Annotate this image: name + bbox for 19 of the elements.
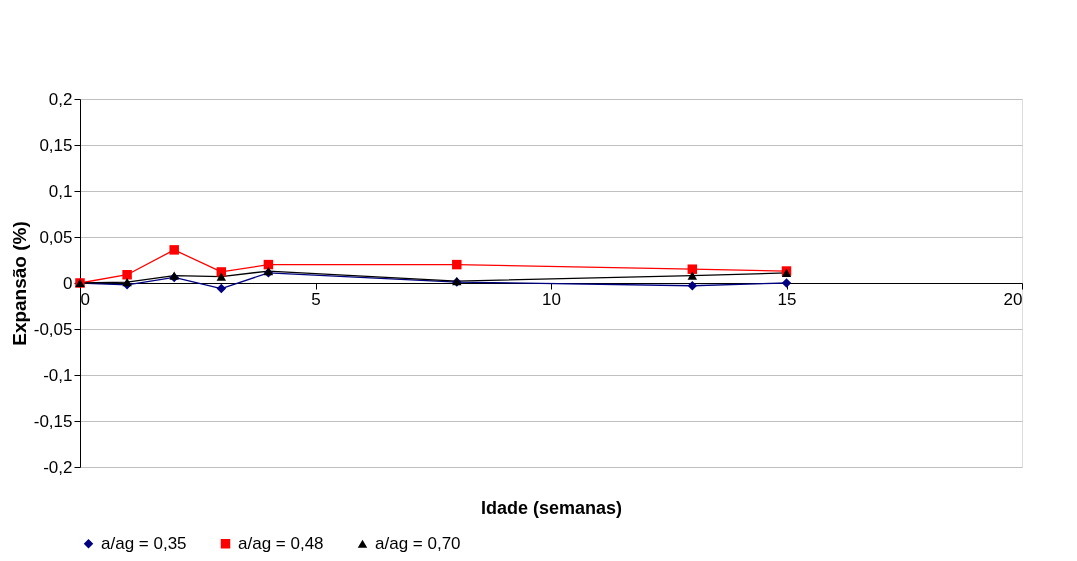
x-axis-title: Idade (semanas) — [480, 497, 623, 518]
y-tick-label: -0,15 — [33, 411, 73, 431]
y-tick-label: -0,2 — [43, 457, 73, 477]
y-tick-label: 0,15 — [39, 135, 73, 155]
x-tick-label: 10 — [542, 289, 561, 309]
x-tick-label: 15 — [777, 289, 797, 309]
legend-label: a/ag = 0,35 — [101, 533, 187, 553]
y-tick-label: -0,1 — [43, 365, 73, 385]
y-tick-label: -0,05 — [33, 319, 73, 339]
y-tick-label: 0,2 — [48, 89, 73, 109]
y-axis-title: Expansão (%) — [8, 221, 30, 346]
y-tick-label: 0,05 — [39, 227, 73, 247]
x-tick-label: 0 — [80, 289, 90, 309]
x-tick-label: 20 — [1003, 289, 1023, 309]
legend-label: a/ag = 0,70 — [375, 533, 461, 553]
x-tick-label: 5 — [311, 289, 321, 309]
y-tick-label: 0,1 — [48, 181, 73, 201]
y-tick-label: 0 — [63, 273, 73, 293]
legend-label: a/ag = 0,48 — [238, 533, 324, 553]
